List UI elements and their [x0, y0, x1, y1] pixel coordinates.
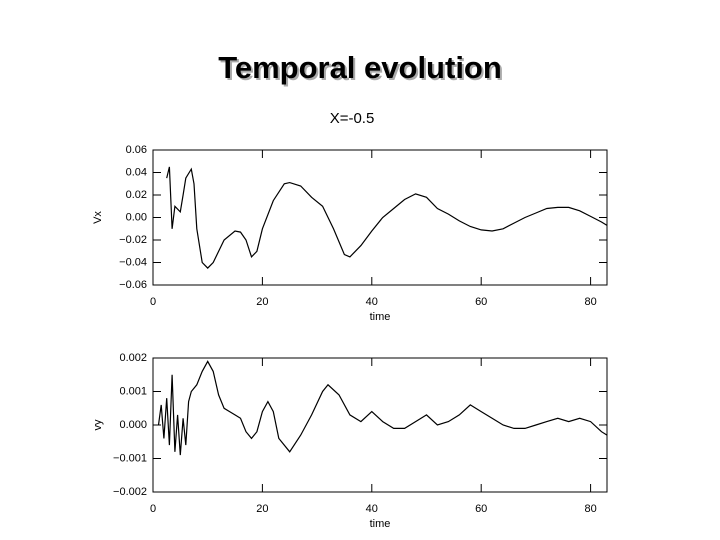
x-tick-label: 40	[366, 296, 378, 308]
x-tick-label: 80	[584, 503, 596, 515]
y-tick-label: 0.00	[126, 211, 147, 223]
plot-frame	[152, 149, 608, 286]
subtitle: X=-0.5	[330, 110, 375, 127]
y-tick-label: −0.002	[113, 486, 147, 498]
plot-frame	[152, 357, 608, 493]
data-line	[157, 360, 608, 456]
y-tick-label: 0.04	[126, 166, 147, 178]
x-axis-label: time	[370, 518, 391, 530]
x-tick-label: 0	[150, 503, 156, 515]
x-tick-label: 20	[256, 296, 268, 308]
title-shadow: Temporal evolution	[220, 52, 504, 87]
y-tick-label: 0.001	[119, 385, 147, 397]
y-tick-label: 0.002	[119, 352, 147, 364]
y-axis-label: Vx	[92, 211, 104, 224]
y-axis-label: vy	[92, 419, 104, 431]
x-tick-label: 40	[366, 503, 378, 515]
y-tick-label: 0.02	[126, 189, 147, 201]
x-axis-label: time	[370, 311, 391, 323]
x-tick-label: 60	[475, 296, 487, 308]
x-tick-label: 80	[584, 296, 596, 308]
y-tick-label: 0.06	[126, 144, 147, 156]
x-tick-label: 20	[256, 503, 268, 515]
y-tick-label: −0.02	[119, 234, 147, 246]
x-tick-label: 0	[150, 296, 156, 308]
y-tick-label: −0.06	[119, 279, 147, 291]
y-tick-label: 0.000	[119, 419, 147, 431]
y-tick-label: −0.001	[113, 452, 147, 464]
data-line	[166, 166, 608, 269]
y-tick-label: −0.04	[119, 256, 147, 268]
slide-title: Temporal evolution	[218, 50, 502, 85]
x-tick-label: 60	[475, 503, 487, 515]
